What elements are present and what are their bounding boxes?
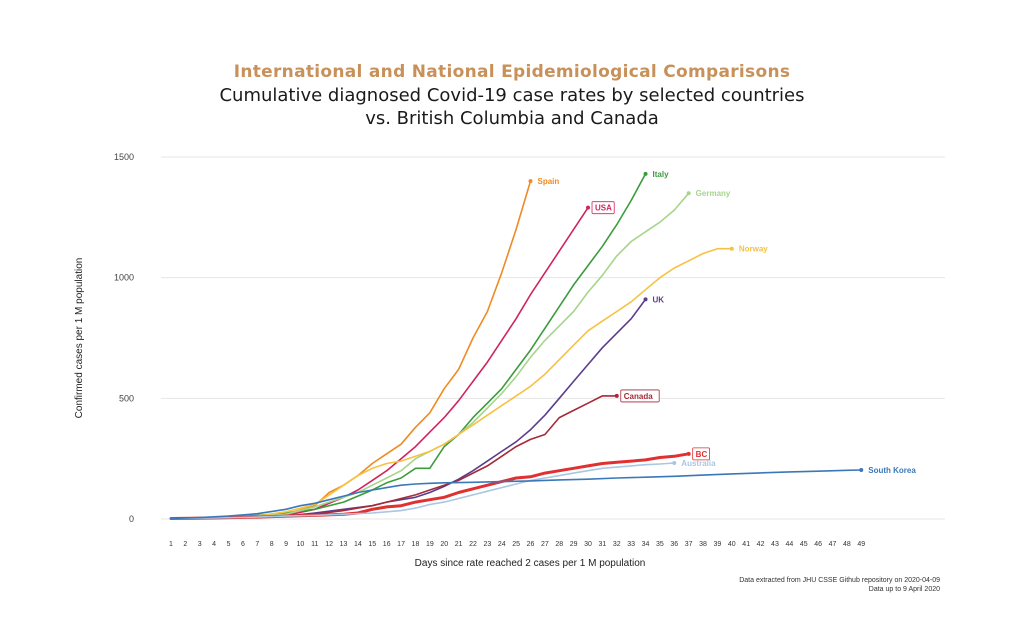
x-tick-label: 30 xyxy=(584,541,592,548)
y-tick-label: 1000 xyxy=(114,273,134,283)
x-tick-label: 15 xyxy=(368,541,376,548)
x-tick-label: 28 xyxy=(555,541,563,548)
x-tick-label: 19 xyxy=(426,541,434,548)
chart-subtitle-line2: vs. British Columbia and Canada xyxy=(365,108,659,129)
x-tick-label: 34 xyxy=(642,541,650,548)
title-block: International and National Epidemiologic… xyxy=(0,60,1024,130)
x-tick-label: 49 xyxy=(857,541,865,548)
x-tick-label: 27 xyxy=(541,541,549,548)
x-tick-label: 13 xyxy=(340,541,348,548)
x-tick-label: 33 xyxy=(627,541,635,548)
footnote: Data extracted from JHU CSSE Github repo… xyxy=(739,576,940,594)
series-end-point xyxy=(672,461,677,466)
series-end-point xyxy=(729,246,734,251)
x-tick-label: 36 xyxy=(670,541,678,548)
y-axis-title: Confirmed cases per 1 M population xyxy=(74,258,85,419)
x-tick-label: 31 xyxy=(599,541,607,548)
x-tick-label: 47 xyxy=(829,541,837,548)
series-line-bc xyxy=(169,452,691,520)
x-tick-label: 7 xyxy=(255,541,259,548)
x-tick-label: 2 xyxy=(183,541,187,548)
x-tick-label: 40 xyxy=(728,541,736,548)
x-tick-label: 48 xyxy=(843,541,851,548)
series-label-norway: Norway xyxy=(739,245,768,254)
series-label-germany: Germany xyxy=(696,189,731,198)
x-tick-label: 14 xyxy=(354,541,362,548)
x-tick-label: 21 xyxy=(455,541,463,548)
series-end-point xyxy=(614,393,619,398)
series-end-point xyxy=(686,451,691,456)
x-tick-label: 43 xyxy=(771,541,779,548)
x-tick-label: 45 xyxy=(800,541,808,548)
series-label-south-korea: South Korea xyxy=(868,466,916,475)
y-tick-label: 0 xyxy=(129,514,134,524)
series-end-point xyxy=(643,171,648,176)
series-label-uk: UK xyxy=(653,295,665,304)
x-tick-label: 37 xyxy=(685,541,693,548)
x-tick-label: 35 xyxy=(656,541,664,548)
x-tick-label: 46 xyxy=(814,541,822,548)
chart-subtitle-line1: Cumulative diagnosed Covid-19 case rates… xyxy=(219,85,805,106)
series-end-point xyxy=(528,179,533,184)
series-line-uk xyxy=(170,298,647,520)
series-line-south-korea xyxy=(170,469,863,520)
x-tick-label: 6 xyxy=(241,541,245,548)
series-label-italy: Italy xyxy=(653,170,670,179)
series-label-spain: Spain xyxy=(538,177,560,186)
x-tick-label: 41 xyxy=(742,541,750,548)
series-end-point xyxy=(586,205,591,210)
x-tick-label: 8 xyxy=(270,541,274,548)
series-line-australia xyxy=(170,462,676,520)
series-label-usa: USA xyxy=(595,204,612,213)
x-tick-label: 3 xyxy=(198,541,202,548)
series-label-box xyxy=(591,201,615,215)
x-tick-label: 25 xyxy=(512,541,520,548)
x-tick-label: 20 xyxy=(440,541,448,548)
series-label-box xyxy=(620,389,660,403)
series-label-bc: BC xyxy=(696,450,708,459)
series-end-point xyxy=(643,297,648,302)
x-tick-label: 11 xyxy=(311,541,318,548)
x-tick-label: 12 xyxy=(325,541,333,548)
x-tick-label: 16 xyxy=(383,541,391,548)
series-label-australia: Australia xyxy=(681,459,716,468)
x-tick-label: 18 xyxy=(412,541,420,548)
y-tick-label: 1500 xyxy=(114,152,134,162)
y-tick-label: 500 xyxy=(119,393,134,403)
chart-title: International and National Epidemiologic… xyxy=(233,62,791,82)
x-tick-label: 10 xyxy=(297,541,305,548)
footnote-date: Data up to 9 April 2020 xyxy=(868,586,940,593)
x-tick-label: 29 xyxy=(570,541,578,548)
x-tick-label: 5 xyxy=(227,541,231,548)
x-tick-label: 24 xyxy=(498,541,506,548)
x-axis-title: Days since rate reached 2 cases per 1 M … xyxy=(415,558,646,569)
series-end-point xyxy=(686,191,691,196)
x-tick-label: 32 xyxy=(613,541,621,548)
series-label-canada: Canada xyxy=(624,392,653,401)
series-label-box xyxy=(692,447,710,461)
x-tick-label: 1 xyxy=(169,541,173,548)
x-tick-label: 22 xyxy=(469,541,477,548)
x-tick-label: 42 xyxy=(757,541,765,548)
series-line-norway xyxy=(170,247,733,520)
series-line-germany xyxy=(170,192,690,520)
x-tick-label: 17 xyxy=(397,541,405,548)
x-tick-label: 26 xyxy=(527,541,535,548)
x-tick-label: 9 xyxy=(284,541,288,548)
x-tick-label: 23 xyxy=(483,541,491,548)
series-line-canada xyxy=(170,395,618,520)
footnote-source: Data extracted from JHU CSSE Github repo… xyxy=(739,577,940,584)
x-tick-label: 4 xyxy=(212,541,216,548)
x-tick-label: 39 xyxy=(714,541,722,548)
series-end-point xyxy=(859,468,864,473)
x-tick-label: 38 xyxy=(699,541,707,548)
x-tick-label: 44 xyxy=(785,541,793,548)
